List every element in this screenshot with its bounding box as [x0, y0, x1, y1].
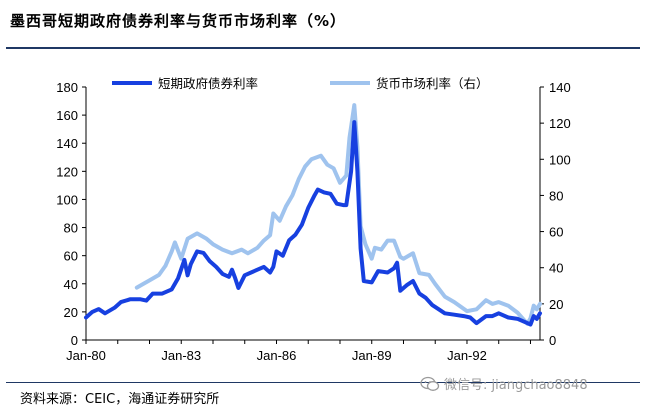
source-note: 资料来源：CEIC，海通证券研究所 [20, 392, 220, 407]
y-right-tick-label: 100 [549, 152, 571, 167]
x-tick-label: Jan-89 [352, 348, 392, 363]
y-left-tick-label: 140 [56, 136, 78, 151]
wechat-icon [420, 376, 440, 391]
y-right-tick-label: 120 [549, 116, 571, 131]
axes: 0 20 40 60 80 100 120 140 160 180 0 20 40 60 80 100 120 1… [56, 80, 570, 363]
series-layer [84, 103, 542, 327]
y-left-tick-label: 0 [71, 333, 78, 348]
watermark: 微信号: jiangchao8848 [420, 374, 588, 393]
x-tick-label: Jan-83 [161, 348, 201, 363]
y-right-tick-label: 80 [549, 188, 563, 203]
footer-rule [6, 382, 640, 383]
title-rule [6, 47, 640, 49]
y-left-tick-label: 160 [56, 108, 78, 123]
y-left-tick-label: 40 [64, 277, 78, 292]
series-line-money-market [134, 103, 542, 326]
y-right-tick-label: 0 [549, 333, 556, 348]
y-left-tick-label: 120 [56, 164, 78, 179]
x-tick-label: Jan-92 [447, 348, 487, 363]
series-line-treasury [84, 120, 542, 327]
y-left-tick-label: 60 [64, 249, 78, 264]
x-tick-label: Jan-86 [257, 348, 297, 363]
y-right-tick-label: 40 [549, 261, 563, 276]
watermark-text: 微信号: jiangchao8848 [444, 378, 588, 393]
y-left-tick-label: 20 [64, 305, 78, 320]
chart-title: 墨西哥短期政府债券利率与货币市场利率（%） [10, 12, 347, 30]
y-right-tick-label: 60 [549, 225, 563, 240]
y-left-tick-label: 80 [64, 221, 78, 236]
legend-label: 货币市场利率（右） [376, 76, 489, 91]
legend: 短期政府债券利率 货币市场利率（右） [112, 76, 489, 91]
legend-label: 短期政府债券利率 [158, 76, 258, 91]
x-tick-label: Jan-80 [66, 348, 106, 363]
y-right-tick-label: 140 [549, 80, 571, 95]
y-right-tick-label: 20 [549, 297, 563, 312]
y-left-tick-label: 100 [56, 192, 78, 207]
y-left-tick-label: 180 [56, 80, 78, 95]
